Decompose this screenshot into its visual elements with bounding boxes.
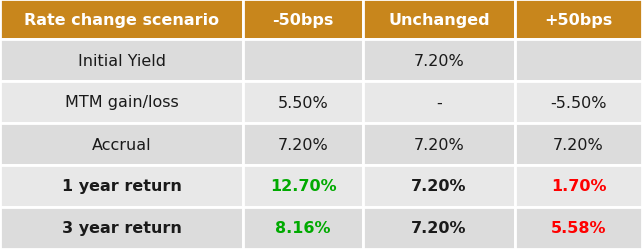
Bar — [515, 124, 642, 165]
Bar — [515, 207, 642, 249]
Bar — [363, 82, 515, 124]
Text: 7.20%: 7.20% — [553, 137, 604, 152]
Text: -: - — [436, 95, 442, 110]
Bar — [0, 165, 243, 207]
Bar — [243, 0, 363, 40]
Text: 7.20%: 7.20% — [277, 137, 328, 152]
Bar — [243, 165, 363, 207]
Text: 7.20%: 7.20% — [412, 220, 467, 236]
Text: +50bps: +50bps — [544, 12, 612, 28]
Text: -5.50%: -5.50% — [550, 95, 607, 110]
Bar — [515, 82, 642, 124]
Text: 7.20%: 7.20% — [412, 179, 467, 194]
Text: Unchanged: Unchanged — [388, 12, 490, 28]
Text: 5.58%: 5.58% — [551, 220, 606, 236]
Bar — [243, 207, 363, 249]
Text: 12.70%: 12.70% — [270, 179, 336, 194]
Bar — [363, 207, 515, 249]
Text: Accrual: Accrual — [92, 137, 152, 152]
Bar — [363, 0, 515, 40]
Bar — [515, 40, 642, 82]
Bar — [243, 40, 363, 82]
Bar — [363, 40, 515, 82]
Text: 5.50%: 5.50% — [277, 95, 328, 110]
Bar — [515, 0, 642, 40]
Bar — [243, 82, 363, 124]
Text: -50bps: -50bps — [272, 12, 334, 28]
Text: 1 year return: 1 year return — [62, 179, 182, 194]
Text: 1.70%: 1.70% — [551, 179, 606, 194]
Bar — [0, 82, 243, 124]
Text: 3 year return: 3 year return — [62, 220, 182, 236]
Bar — [0, 40, 243, 82]
Text: MTM gain/loss: MTM gain/loss — [65, 95, 178, 110]
Bar — [363, 165, 515, 207]
Bar — [363, 124, 515, 165]
Text: Rate change scenario: Rate change scenario — [24, 12, 219, 28]
Bar — [515, 165, 642, 207]
Bar — [0, 207, 243, 249]
Bar — [0, 124, 243, 165]
Text: 8.16%: 8.16% — [275, 220, 331, 236]
Text: Initial Yield: Initial Yield — [78, 53, 166, 68]
Text: 7.20%: 7.20% — [413, 53, 464, 68]
Bar — [0, 0, 243, 40]
Text: 7.20%: 7.20% — [413, 137, 464, 152]
Bar — [243, 124, 363, 165]
